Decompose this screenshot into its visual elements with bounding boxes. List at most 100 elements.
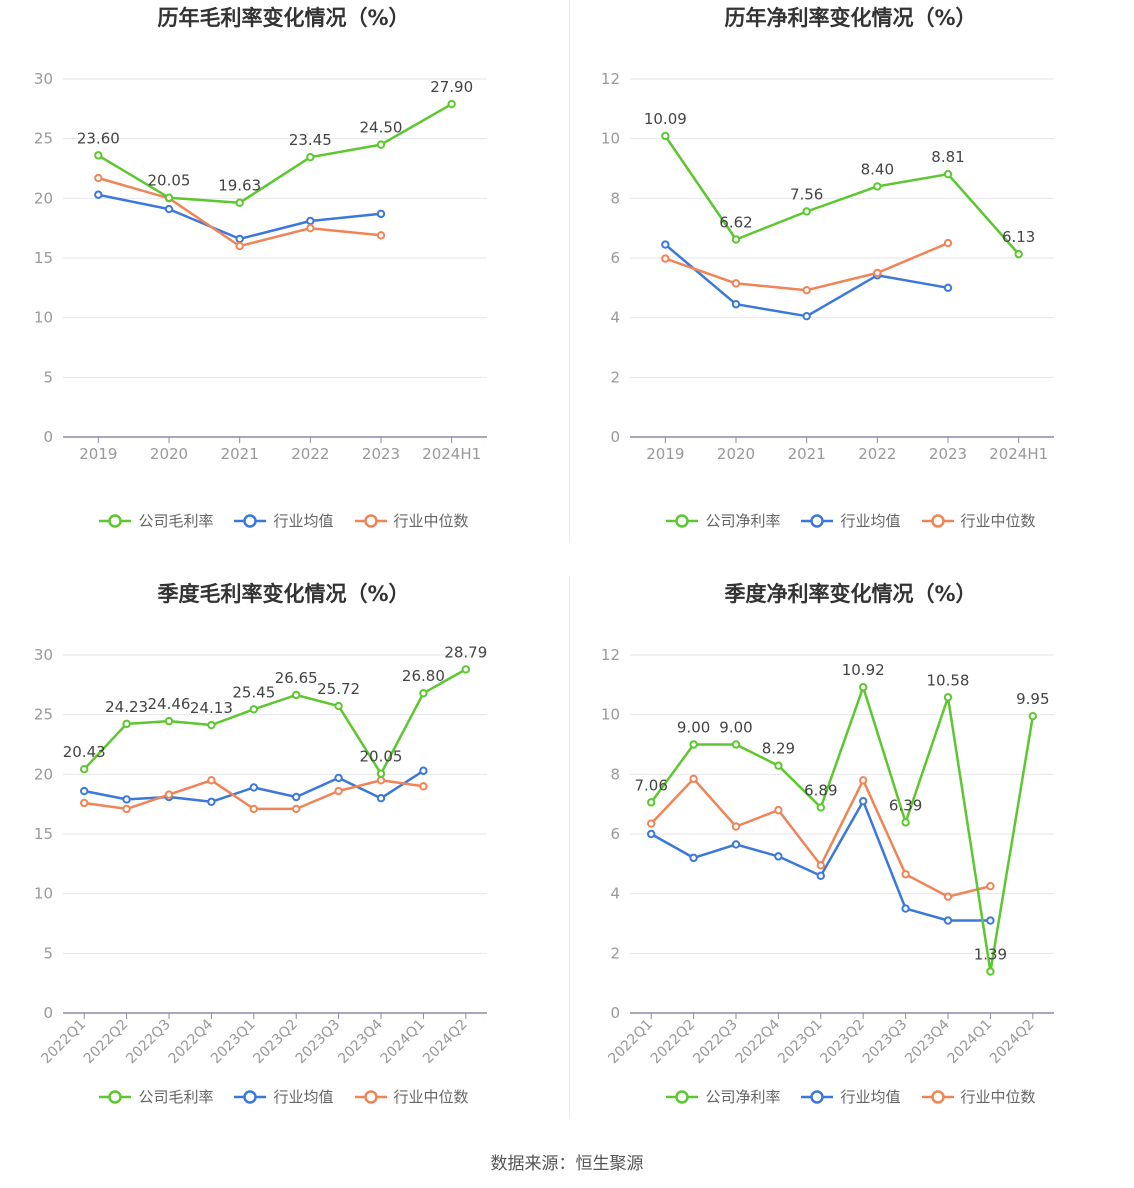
data-label: 20.05 bbox=[148, 172, 191, 190]
legend-item-company[interactable]: 公司净利率 bbox=[665, 1086, 780, 1107]
x-tick-label: 2023Q4 bbox=[335, 1016, 386, 1067]
data-point-company bbox=[986, 967, 995, 976]
legend-item-industry-average[interactable]: 行业均值 bbox=[233, 510, 334, 531]
legend-item-industry-average[interactable]: 行业均值 bbox=[800, 510, 901, 531]
y-tick-label: 2 bbox=[610, 944, 620, 962]
panel-annual-gross-margin: 历年毛利率变化情况（%） 0 5 10 15 20 25 30 2019 2020 2021 202… bbox=[0, 0, 567, 566]
data-point-avg bbox=[774, 852, 783, 861]
data-point-company bbox=[816, 803, 826, 812]
data-label: 9.00 bbox=[719, 719, 752, 737]
chart-quarterly-net-margin: 0246810122022Q12022Q22022Q32022Q42023Q12… bbox=[601, 646, 1054, 1068]
legend-line-marker-icon bbox=[354, 513, 387, 528]
panel-divider bbox=[569, 576, 570, 1118]
legend: 公司净利率 行业均值 行业中位数 bbox=[567, 510, 1134, 531]
data-point-company bbox=[334, 701, 343, 711]
data-point-avg bbox=[207, 797, 216, 806]
panel-quarterly-net-margin: 季度净利率变化情况（%） 0 2 4 6 8 10 12 2022Q1 2022Q2 2022Q3… bbox=[567, 576, 1134, 1142]
x-tick-label: 2023Q3 bbox=[293, 1017, 344, 1068]
data-label: 8.40 bbox=[861, 160, 894, 178]
legend-marker bbox=[675, 513, 690, 528]
data-point-company bbox=[419, 688, 428, 698]
series-line-avg bbox=[650, 799, 991, 922]
legend-item-company[interactable]: 公司毛利率 bbox=[98, 510, 213, 531]
legend-item-industry-median[interactable]: 行业中位数 bbox=[354, 510, 469, 531]
x-tick-label: 2024Q2 bbox=[420, 1017, 471, 1068]
x-tick-label: 2019 bbox=[79, 445, 117, 463]
legend-label: 行业均值 bbox=[840, 512, 901, 530]
legend-item-company[interactable]: 公司净利率 bbox=[665, 510, 780, 531]
data-point-company bbox=[122, 719, 131, 729]
panel-quarterly-gross-margin: 季度毛利率变化情况（%） 0 5 10 15 20 25 30 2022Q1 2022Q2 202… bbox=[0, 576, 567, 1142]
data-label: 20.05 bbox=[360, 748, 403, 766]
legend-marker bbox=[930, 1089, 945, 1104]
data-point-company bbox=[943, 693, 953, 702]
data-point-median bbox=[122, 804, 131, 814]
data-point-median bbox=[376, 776, 386, 785]
x-tick-label: 2022 bbox=[291, 445, 329, 463]
data-point-company bbox=[164, 193, 174, 202]
legend-item-company[interactable]: 公司毛利率 bbox=[98, 1086, 213, 1107]
data-label: 25.72 bbox=[317, 680, 360, 698]
data-label: 27.90 bbox=[430, 78, 473, 96]
legend-marker bbox=[243, 1089, 258, 1104]
legend: 公司净利率 行业均值 行业中位数 bbox=[567, 1086, 1134, 1107]
y-tick-label: 6 bbox=[610, 249, 620, 267]
x-tick-label: 2024Q2 bbox=[987, 1017, 1038, 1068]
legend-line-marker-icon bbox=[666, 513, 699, 528]
legend-label: 公司毛利率 bbox=[138, 512, 214, 530]
y-tick-label: 0 bbox=[43, 1004, 53, 1022]
data-point-avg bbox=[419, 766, 428, 775]
data-point-avg bbox=[731, 840, 741, 849]
y-tick-label: 15 bbox=[34, 825, 53, 843]
series-line-company bbox=[83, 668, 467, 775]
data-point-median bbox=[419, 782, 428, 791]
y-tick-label: 0 bbox=[610, 1004, 620, 1022]
series-line-company bbox=[664, 135, 1020, 255]
y-tick-label: 6 bbox=[610, 825, 620, 843]
data-label: 24.50 bbox=[360, 119, 403, 137]
y-tick-label: 12 bbox=[601, 70, 620, 88]
x-tick-label: 2022Q2 bbox=[81, 1017, 132, 1068]
legend-line-marker-icon bbox=[921, 1089, 954, 1104]
data-point-median bbox=[873, 268, 882, 278]
legend-marker bbox=[363, 513, 378, 528]
data-label: 19.63 bbox=[218, 177, 261, 195]
data-label: 20.43 bbox=[63, 743, 106, 761]
data-point-avg bbox=[802, 311, 811, 321]
legend-label: 行业均值 bbox=[840, 1088, 901, 1106]
data-point-avg bbox=[122, 795, 131, 804]
y-tick-label: 8 bbox=[610, 765, 620, 783]
data-label: 7.06 bbox=[634, 776, 667, 794]
x-tick-label: 2022Q4 bbox=[166, 1016, 217, 1067]
data-point-median bbox=[901, 870, 910, 879]
y-tick-label: 25 bbox=[34, 130, 53, 148]
legend-label: 公司毛利率 bbox=[138, 1088, 214, 1106]
data-point-company bbox=[447, 99, 456, 109]
x-tick-label: 2023Q1 bbox=[208, 1017, 259, 1068]
x-tick-label: 2023Q2 bbox=[250, 1017, 301, 1068]
data-point-avg bbox=[986, 916, 995, 925]
legend-marker bbox=[930, 513, 945, 528]
data-point-median bbox=[207, 776, 216, 785]
x-tick-label: 2022 bbox=[858, 445, 896, 463]
legend-item-industry-median[interactable]: 行业中位数 bbox=[921, 1086, 1036, 1107]
data-point-median bbox=[943, 238, 953, 248]
legend-label: 行业均值 bbox=[273, 1088, 334, 1106]
legend-item-industry-median[interactable]: 行业中位数 bbox=[921, 510, 1036, 531]
legend-line-marker-icon bbox=[354, 1089, 387, 1104]
series-line-company bbox=[650, 685, 1035, 973]
legend-line-marker-icon bbox=[234, 1089, 267, 1104]
data-point-company bbox=[774, 761, 783, 770]
legend-item-industry-average[interactable]: 行业均值 bbox=[800, 1086, 901, 1107]
x-tick-label: 2024Q1 bbox=[378, 1017, 429, 1068]
legend-item-industry-median[interactable]: 行业中位数 bbox=[354, 1086, 469, 1107]
x-tick-label: 2022Q1 bbox=[605, 1017, 656, 1068]
data-point-median bbox=[689, 774, 698, 784]
legend-item-industry-average[interactable]: 行业均值 bbox=[233, 1086, 334, 1107]
y-tick-label: 4 bbox=[610, 885, 620, 903]
data-label: 1.39 bbox=[974, 946, 1007, 964]
data-label: 6.13 bbox=[1002, 228, 1035, 246]
data-point-median bbox=[802, 286, 811, 295]
data-point-company bbox=[376, 140, 386, 149]
y-tick-label: 12 bbox=[601, 646, 620, 664]
